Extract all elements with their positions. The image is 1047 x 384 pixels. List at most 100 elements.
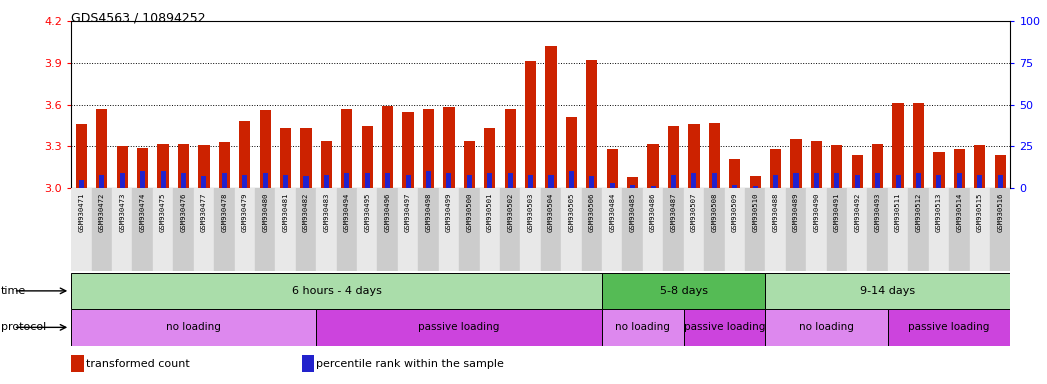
Bar — [834, 173, 840, 188]
Bar — [459, 188, 480, 271]
Text: GSM930485: GSM930485 — [629, 192, 636, 232]
Bar — [423, 109, 435, 188]
Text: GSM930474: GSM930474 — [139, 192, 146, 232]
Bar — [320, 141, 332, 188]
Bar — [916, 173, 921, 188]
Bar — [684, 309, 765, 346]
Bar — [75, 124, 87, 188]
Text: protocol: protocol — [1, 322, 46, 333]
Bar — [790, 139, 802, 188]
Bar — [99, 175, 105, 188]
Bar — [732, 185, 737, 188]
Bar — [92, 188, 112, 271]
Text: GSM930490: GSM930490 — [814, 192, 820, 232]
Bar — [691, 173, 696, 188]
Text: GSM930495: GSM930495 — [364, 192, 371, 232]
Bar — [750, 175, 761, 188]
Text: GSM930501: GSM930501 — [487, 192, 493, 232]
Bar — [745, 188, 765, 271]
Bar — [705, 188, 725, 271]
Text: GSM930515: GSM930515 — [977, 192, 983, 232]
Bar — [160, 171, 165, 188]
Text: GSM930507: GSM930507 — [691, 192, 697, 232]
Bar — [712, 173, 717, 188]
Text: GSM930498: GSM930498 — [425, 192, 431, 232]
Text: GSM930480: GSM930480 — [262, 192, 268, 232]
Bar — [398, 188, 418, 271]
Bar — [875, 173, 881, 188]
Bar — [806, 188, 827, 271]
Bar — [484, 128, 495, 188]
Bar — [260, 110, 271, 188]
Bar — [137, 148, 149, 188]
Bar — [957, 173, 962, 188]
Bar — [508, 173, 513, 188]
Bar — [382, 106, 394, 188]
Bar — [851, 155, 863, 188]
Bar — [868, 188, 888, 271]
Bar — [995, 155, 1006, 188]
Text: GSM930491: GSM930491 — [833, 192, 840, 232]
Bar — [181, 173, 186, 188]
Bar — [647, 144, 659, 188]
Bar — [765, 309, 888, 346]
Text: time: time — [1, 286, 26, 296]
Text: transformed count: transformed count — [86, 359, 190, 369]
Bar — [630, 185, 636, 188]
Bar — [300, 128, 312, 188]
Text: 5-8 days: 5-8 days — [660, 286, 708, 296]
Bar — [609, 183, 615, 188]
Bar — [831, 145, 843, 188]
Bar — [773, 175, 778, 188]
Text: no loading: no loading — [616, 322, 670, 333]
Bar — [586, 60, 598, 188]
Bar — [304, 177, 309, 188]
Text: GSM930492: GSM930492 — [854, 192, 861, 232]
Bar — [341, 109, 353, 188]
Bar — [753, 187, 758, 188]
Bar — [119, 173, 125, 188]
Text: GSM930510: GSM930510 — [752, 192, 758, 232]
Text: GSM930505: GSM930505 — [569, 192, 575, 232]
Bar — [283, 175, 288, 188]
Text: GSM930479: GSM930479 — [242, 192, 248, 232]
Bar — [174, 188, 194, 271]
Bar — [913, 103, 925, 188]
Text: GSM930477: GSM930477 — [201, 192, 207, 232]
Text: GSM930508: GSM930508 — [711, 192, 717, 232]
Bar — [602, 273, 765, 309]
Bar — [500, 188, 520, 271]
Bar — [569, 171, 574, 188]
Bar — [239, 121, 250, 188]
Bar — [954, 149, 965, 188]
Bar — [729, 159, 740, 188]
Text: 6 hours - 4 days: 6 hours - 4 days — [292, 286, 381, 296]
Text: GSM930484: GSM930484 — [609, 192, 616, 232]
Text: GSM930487: GSM930487 — [670, 192, 676, 232]
Text: passive loading: passive loading — [684, 322, 765, 333]
Bar — [684, 188, 705, 271]
Bar — [814, 173, 819, 188]
Bar — [990, 188, 1010, 271]
Bar — [280, 128, 291, 188]
Bar — [643, 188, 664, 271]
Text: GSM930497: GSM930497 — [405, 192, 411, 232]
Bar — [157, 144, 169, 188]
Text: GSM930511: GSM930511 — [895, 192, 901, 232]
Text: GSM930486: GSM930486 — [650, 192, 656, 232]
Bar — [541, 188, 561, 271]
Bar — [79, 180, 84, 188]
Bar — [528, 175, 533, 188]
Bar — [201, 177, 206, 188]
Bar — [133, 188, 153, 271]
Bar — [296, 188, 316, 271]
Text: no loading: no loading — [799, 322, 854, 333]
Bar — [650, 187, 655, 188]
Bar — [929, 188, 950, 271]
Bar — [725, 188, 745, 271]
Text: GSM930482: GSM930482 — [303, 192, 309, 232]
Bar — [235, 188, 255, 271]
Bar — [337, 188, 357, 271]
Bar — [888, 188, 909, 271]
Bar — [316, 188, 337, 271]
